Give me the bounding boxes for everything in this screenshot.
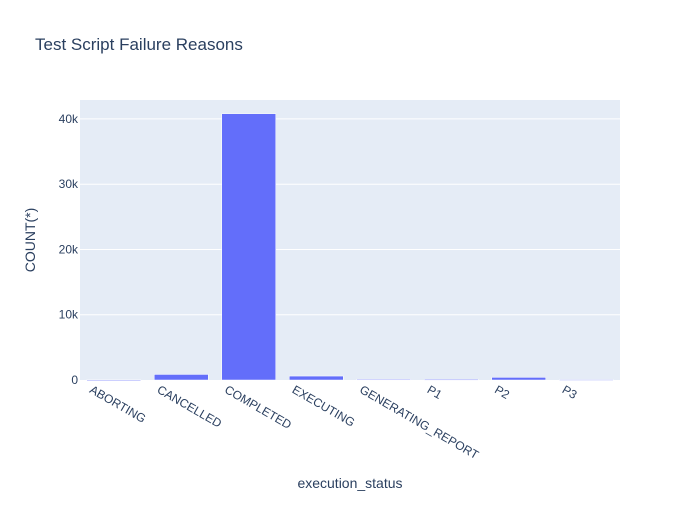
- x-tick-label: COMPLETED: [222, 382, 294, 432]
- x-tick-label: CANCELLED: [155, 382, 225, 430]
- bar-completed[interactable]: [221, 113, 276, 381]
- x-tick-label: P1: [425, 382, 445, 402]
- x-tick-label: P2: [492, 382, 512, 402]
- x-tick-label: ABORTING: [87, 382, 148, 425]
- y-tick-label: 0: [71, 373, 78, 387]
- chart-title: Test Script Failure Reasons: [35, 35, 243, 54]
- y-axis-title: COUNT(*): [22, 208, 38, 273]
- bar-cancelled[interactable]: [154, 374, 209, 381]
- y-axis-ticks: 0 10k 20k 30k 40k: [59, 112, 79, 387]
- bars: [86, 113, 614, 381]
- bar-p3[interactable]: [559, 379, 614, 381]
- bar-aborting[interactable]: [86, 379, 141, 381]
- plot-area-background: [80, 100, 620, 380]
- bar-p1[interactable]: [424, 379, 479, 381]
- y-tick-label: 30k: [59, 177, 79, 191]
- x-tick-label: P3: [560, 382, 580, 402]
- bar-executing[interactable]: [289, 375, 344, 381]
- y-tick-label: 20k: [59, 242, 79, 256]
- bar-generating-report[interactable]: [356, 378, 411, 381]
- y-tick-label: 40k: [59, 112, 79, 126]
- gridlines: [80, 118, 620, 316]
- bar-p2[interactable]: [491, 377, 546, 381]
- x-tick-label: EXECUTING: [290, 382, 358, 429]
- x-axis-title: execution_status: [297, 475, 402, 491]
- y-tick-label: 10k: [59, 308, 79, 322]
- x-tick-label: GENERATING_REPORT: [357, 382, 481, 462]
